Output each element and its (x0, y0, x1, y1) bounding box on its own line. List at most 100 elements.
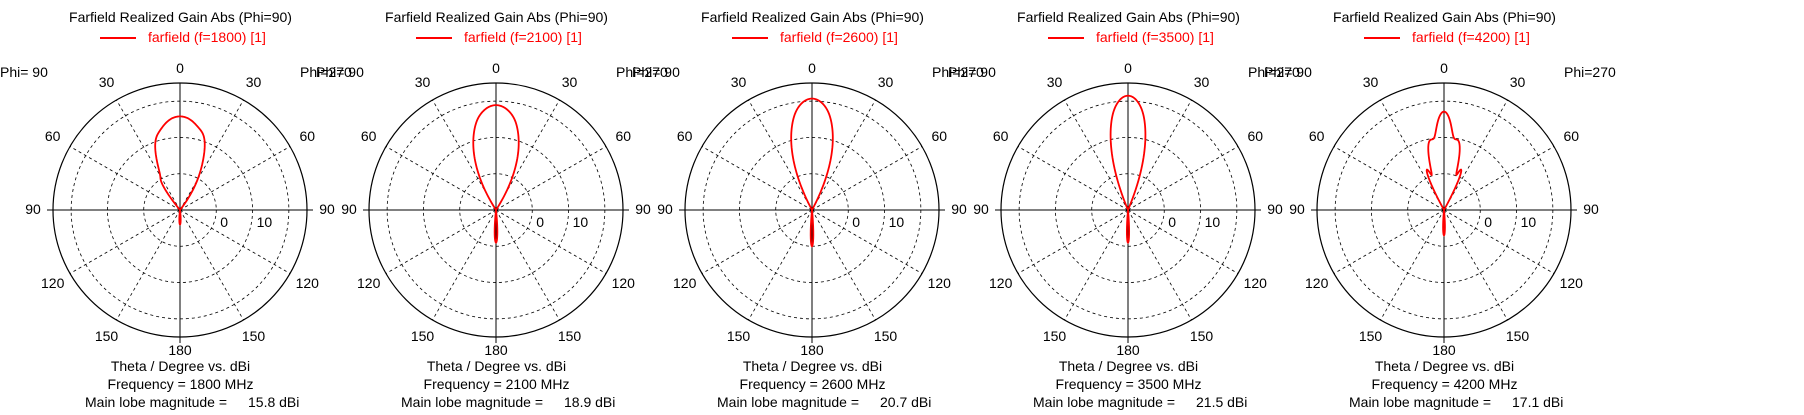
farfield-pattern-curve (790, 97, 834, 248)
grid-spoke (811, 146, 923, 211)
angle-label: 90 (635, 201, 651, 217)
legend-swatch (100, 37, 136, 39)
angle-label: 30 (730, 73, 747, 90)
angle-label: 30 (414, 73, 431, 90)
grid-spoke (1443, 209, 1555, 274)
phi-left-label: Phi= 90 (948, 64, 996, 80)
angle-label: 90 (1289, 201, 1305, 217)
grid-spoke (179, 209, 291, 274)
grid-spoke (1127, 99, 1192, 211)
frequency-label: Frequency = 1800 MHz (107, 376, 254, 392)
main-lobe-value: 18.9 dBi (564, 394, 616, 410)
angle-label: 120 (1305, 274, 1329, 291)
angle-label: 150 (1189, 328, 1214, 345)
grid-spoke (385, 209, 497, 274)
radial-tick-label: 10 (888, 214, 905, 230)
legend-label: farfield (f=1800) [1] (148, 29, 266, 45)
x-axis-label: Theta / Degree vs. dBi (742, 358, 883, 374)
grid-spoke (432, 209, 497, 321)
angle-label: 120 (41, 274, 65, 291)
legend-label: farfield (f=2100) [1] (464, 29, 582, 45)
radial-tick-label: 0 (536, 214, 545, 230)
x-axis-label: Theta / Degree vs. dBi (426, 358, 567, 374)
angle-label: 60 (44, 127, 61, 144)
radial-tick-label: 0 (852, 214, 861, 230)
grid-spoke (1333, 209, 1445, 274)
x-axis-label: Theta / Degree vs. dBi (1374, 358, 1515, 374)
grid-spoke (1333, 146, 1445, 211)
angle-label: 0 (1440, 60, 1448, 76)
angle-label: 120 (295, 274, 319, 291)
grid-spoke (179, 209, 244, 321)
polar-grid (47, 82, 313, 343)
legend-swatch (732, 37, 768, 39)
polar-plot-panel: Farfield Realized Gain Abs (Phi=90) farfi… (632, 0, 993, 415)
phi-left-label: Phi= 90 (632, 64, 680, 80)
angle-label: 30 (877, 73, 894, 90)
legend-swatch (416, 37, 452, 39)
grid-spoke (748, 209, 813, 321)
main-lobe-label: Main lobe magnitude = (85, 394, 228, 410)
legend: farfield (f=1800) [1] (0, 28, 361, 48)
polar-grid (363, 82, 629, 343)
grid-spoke (1127, 209, 1239, 274)
angle-label: 30 (1362, 73, 1379, 90)
angle-label: 90 (319, 201, 335, 217)
angle-label: 150 (94, 328, 119, 345)
angle-label: 90 (341, 201, 357, 217)
grid-spoke (1064, 99, 1129, 211)
angle-label: 150 (1505, 328, 1530, 345)
angle-label: 30 (245, 73, 262, 90)
angle-label: 150 (726, 328, 751, 345)
angle-label: 120 (989, 274, 1013, 291)
angle-label: 30 (1509, 73, 1526, 90)
grid-spoke (69, 146, 181, 211)
angle-label: 120 (1243, 274, 1267, 291)
phi-right-label: Phi=270 (1248, 64, 1300, 80)
angle-label: 60 (615, 127, 632, 144)
angle-label: 150 (873, 328, 898, 345)
angle-label: 90 (973, 201, 989, 217)
radial-tick-label: 0 (1484, 214, 1493, 230)
radial-tick-label: 10 (1204, 214, 1221, 230)
main-lobe-label: Main lobe magnitude = (1033, 394, 1176, 410)
legend-swatch (1364, 37, 1400, 39)
grid-spoke (1443, 209, 1508, 321)
radial-tick-label: 10 (1520, 214, 1537, 230)
angle-label: 60 (676, 127, 693, 144)
main-lobe-value: 20.7 dBi (880, 394, 932, 410)
angle-label: 60 (299, 127, 316, 144)
grid-spoke (116, 99, 181, 211)
x-axis-label: Theta / Degree vs. dBi (110, 358, 251, 374)
grid-spoke (701, 209, 813, 274)
grid-spoke (69, 209, 181, 274)
angle-label: 0 (808, 60, 816, 76)
angle-label: 150 (557, 328, 582, 345)
radial-tick-label: 0 (220, 214, 229, 230)
grid-spoke (1064, 209, 1129, 321)
main-lobe-label: Main lobe magnitude = (717, 394, 860, 410)
polar-plot-panel: Farfield Realized Gain Abs (Phi=90) farfi… (0, 0, 361, 415)
legend-swatch (1048, 37, 1084, 39)
x-axis-label: Theta / Degree vs. dBi (1058, 358, 1199, 374)
angle-label: 60 (931, 127, 948, 144)
grid-spoke (179, 146, 291, 211)
grid-spoke (1380, 209, 1445, 321)
phi-right-label: Phi=270 (932, 64, 984, 80)
angle-label: 60 (1563, 127, 1580, 144)
angle-label: 150 (1358, 328, 1383, 345)
angle-label: 0 (1124, 60, 1132, 76)
radial-tick-label: 0 (1168, 214, 1177, 230)
angle-label: 120 (357, 274, 381, 291)
radial-tick-label: 10 (572, 214, 589, 230)
angle-label: 120 (611, 274, 635, 291)
main-lobe-label: Main lobe magnitude = (401, 394, 544, 410)
legend-label: farfield (f=3500) [1] (1096, 29, 1214, 45)
angle-label: 60 (992, 127, 1009, 144)
main-lobe-value: 21.5 dBi (1196, 394, 1248, 410)
grid-spoke (1443, 146, 1555, 211)
angle-label: 60 (1247, 127, 1264, 144)
radial-tick-label: 10 (256, 214, 273, 230)
angle-label: 0 (176, 60, 184, 76)
angle-label: 180 (1432, 342, 1456, 358)
